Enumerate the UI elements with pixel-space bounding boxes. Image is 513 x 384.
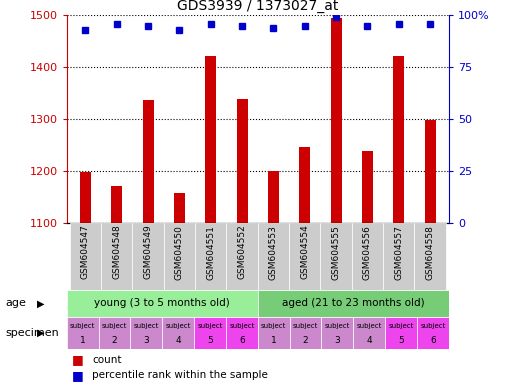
Text: subject: subject [420, 323, 446, 329]
Bar [321, 223, 352, 290]
Bar [70, 223, 101, 290]
Text: GSM604547: GSM604547 [81, 225, 90, 280]
Text: percentile rank within the sample: percentile rank within the sample [92, 370, 268, 381]
Text: subject: subject [198, 323, 223, 329]
Bar [80, 172, 91, 223]
Text: subject: subject [293, 323, 318, 329]
Bar [132, 223, 164, 290]
Bar [417, 317, 449, 349]
Text: subject: subject [102, 323, 127, 329]
Bar [162, 317, 194, 349]
Text: GSM604557: GSM604557 [394, 225, 403, 280]
Bar [415, 223, 446, 290]
Text: GSM604548: GSM604548 [112, 225, 121, 280]
Text: ■: ■ [72, 353, 84, 366]
Bar [299, 147, 310, 223]
Text: 1: 1 [271, 336, 277, 345]
Text: 5: 5 [398, 336, 404, 345]
Text: GSM604553: GSM604553 [269, 225, 278, 280]
Bar [383, 223, 415, 290]
Text: 3: 3 [144, 336, 149, 345]
Bar [393, 56, 404, 223]
Title: GDS3939 / 1373027_at: GDS3939 / 1373027_at [177, 0, 339, 13]
Bar [268, 171, 279, 223]
Bar [258, 223, 289, 290]
Text: GSM604554: GSM604554 [300, 225, 309, 280]
Bar [111, 187, 122, 223]
Bar [226, 317, 258, 349]
Bar [143, 100, 153, 223]
Bar [353, 317, 385, 349]
Text: GSM604551: GSM604551 [206, 225, 215, 280]
Bar [290, 317, 322, 349]
Text: GSM604550: GSM604550 [175, 225, 184, 280]
Bar [226, 223, 258, 290]
Text: subject: subject [133, 323, 159, 329]
Bar [425, 120, 436, 223]
Text: 4: 4 [366, 336, 372, 345]
Text: subject: subject [166, 323, 191, 329]
Text: subject: subject [325, 323, 350, 329]
Bar [98, 317, 130, 349]
Text: specimen: specimen [5, 328, 59, 338]
Text: GSM604556: GSM604556 [363, 225, 372, 280]
Text: GSM604549: GSM604549 [144, 225, 153, 280]
Text: GSM604552: GSM604552 [238, 225, 247, 280]
Text: subject: subject [388, 323, 414, 329]
Text: subject: subject [261, 323, 286, 329]
Bar [322, 317, 353, 349]
Bar [258, 290, 449, 317]
Bar [194, 317, 226, 349]
Text: 3: 3 [334, 336, 340, 345]
Bar [101, 223, 132, 290]
Text: GSM604558: GSM604558 [426, 225, 435, 280]
Text: 6: 6 [239, 336, 245, 345]
Bar [289, 223, 321, 290]
Text: ▶: ▶ [37, 298, 45, 308]
Text: 1: 1 [80, 336, 86, 345]
Bar [385, 317, 417, 349]
Text: young (3 to 5 months old): young (3 to 5 months old) [94, 298, 230, 308]
Bar [205, 56, 216, 223]
Bar [236, 99, 248, 223]
Bar [67, 317, 98, 349]
Text: 6: 6 [430, 336, 436, 345]
Text: subject: subject [357, 323, 382, 329]
Text: 4: 4 [175, 336, 181, 345]
Text: 2: 2 [112, 336, 117, 345]
Text: age: age [5, 298, 26, 308]
Text: subject: subject [229, 323, 254, 329]
Bar [67, 290, 258, 317]
Bar [130, 317, 162, 349]
Text: ■: ■ [72, 369, 84, 382]
Bar [258, 317, 290, 349]
Bar [195, 223, 226, 290]
Bar [164, 223, 195, 290]
Bar [174, 193, 185, 223]
Text: 5: 5 [207, 336, 213, 345]
Bar [330, 18, 342, 223]
Bar [362, 151, 373, 223]
Text: 2: 2 [303, 336, 308, 345]
Text: GSM604555: GSM604555 [331, 225, 341, 280]
Text: ▶: ▶ [37, 328, 45, 338]
Text: subject: subject [70, 323, 95, 329]
Text: aged (21 to 23 months old): aged (21 to 23 months old) [282, 298, 425, 308]
Bar [352, 223, 383, 290]
Text: count: count [92, 355, 122, 365]
